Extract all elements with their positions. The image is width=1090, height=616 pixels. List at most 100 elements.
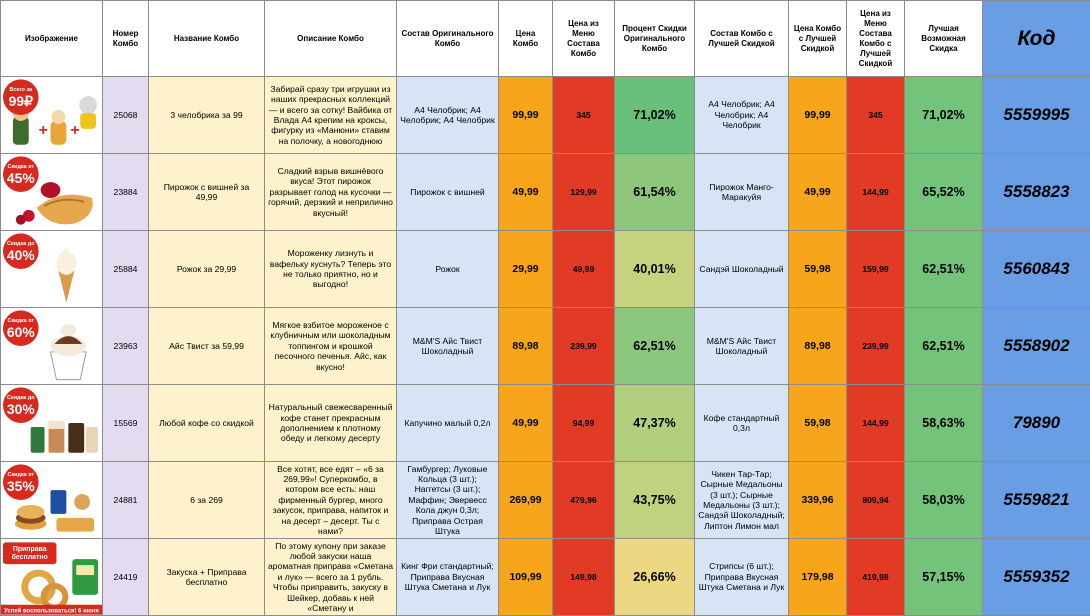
menu-price[interactable]: 49,99 <box>552 230 615 308</box>
best-menu-price[interactable]: 419,98 <box>846 538 905 616</box>
best-discount[interactable]: 65,52% <box>904 153 983 231</box>
best-price[interactable]: 59,98 <box>788 384 847 462</box>
combo-description[interactable]: Мороженку лизнуть и вафельку куснуть? Те… <box>264 230 397 308</box>
combo-image-cell[interactable]: Скидка от 45% <box>0 153 103 231</box>
menu-price[interactable]: 479,96 <box>552 461 615 539</box>
promo-code[interactable]: 5559995 <box>982 76 1090 154</box>
combo-number[interactable]: 24419 <box>102 538 149 616</box>
combo-number[interactable]: 15569 <box>102 384 149 462</box>
best-composition[interactable]: Чикен Тар-Тар; Сырные Медальоны (3 шт.);… <box>694 461 789 539</box>
best-discount[interactable]: 71,02% <box>904 76 983 154</box>
header-best-menu-price[interactable]: Цена из Меню Состава Комбо с Лучшей Скид… <box>846 0 905 77</box>
combo-image-cell[interactable]: Скидка от 35% <box>0 461 103 539</box>
menu-price[interactable]: 94,99 <box>552 384 615 462</box>
combo-name[interactable]: Любой кофе со скидкой <box>148 384 265 462</box>
promo-code[interactable]: 5559821 <box>982 461 1090 539</box>
discount-percent[interactable]: 62,51% <box>614 307 695 385</box>
combo-name[interactable]: Айс Твист за 59,99 <box>148 307 265 385</box>
menu-price[interactable]: 239,99 <box>552 307 615 385</box>
header-number[interactable]: Номер Комбо <box>102 0 149 77</box>
menu-price[interactable]: 149,98 <box>552 538 615 616</box>
best-composition[interactable]: Кофе стандартный 0,3л <box>694 384 789 462</box>
best-composition[interactable]: M&M'S Айс Твист Шоколадный <box>694 307 789 385</box>
combo-number[interactable]: 24881 <box>102 461 149 539</box>
header-description[interactable]: Описание Комбо <box>264 0 397 77</box>
menu-price[interactable]: 345 <box>552 76 615 154</box>
header-best-discount[interactable]: Лучшая Возможная Скидка <box>904 0 983 77</box>
combo-composition[interactable]: Гамбургер; Луковые Кольца (3 шт.); Нагге… <box>396 461 499 539</box>
discount-percent[interactable]: 71,02% <box>614 76 695 154</box>
combo-composition[interactable]: Кинг Фри стандартный; Приправа Вкусная Ш… <box>396 538 499 616</box>
promo-code[interactable]: 5558902 <box>982 307 1090 385</box>
combo-composition[interactable]: Рожок <box>396 230 499 308</box>
best-price[interactable]: 59,98 <box>788 230 847 308</box>
header-menu-price[interactable]: Цена из Меню Состава Комбо <box>552 0 615 77</box>
header-best-price[interactable]: Цена Комбо с Лучшей Скидкой <box>788 0 847 77</box>
combo-price[interactable]: 49,99 <box>498 384 553 462</box>
combo-price[interactable]: 109,99 <box>498 538 553 616</box>
combo-number[interactable]: 23884 <box>102 153 149 231</box>
best-menu-price[interactable]: 144,99 <box>846 153 905 231</box>
combo-description[interactable]: Натуральный свежесваренный кофе станет п… <box>264 384 397 462</box>
combo-composition[interactable]: Пирожок с вишней <box>396 153 499 231</box>
combo-composition[interactable]: Капучино малый 0,2л <box>396 384 499 462</box>
combo-composition[interactable]: M&M'S Айс Твист Шоколадный <box>396 307 499 385</box>
menu-price[interactable]: 129,99 <box>552 153 615 231</box>
best-composition[interactable]: А4 Челобрик; А4 Челобрик; А4 Челобрик <box>694 76 789 154</box>
header-discount[interactable]: Процент Скидки Оригинального Комбо <box>614 0 695 77</box>
best-discount[interactable]: 58,63% <box>904 384 983 462</box>
combo-description[interactable]: По этому купону при заказе любой закуски… <box>264 538 397 616</box>
combo-composition[interactable]: А4 Челобрик; А4 Челобрик; А4 Челобрик <box>396 76 499 154</box>
combo-price[interactable]: 29,99 <box>498 230 553 308</box>
combo-description[interactable]: Сладкий взрыв вишнёвого вкуса! Этот пиро… <box>264 153 397 231</box>
combo-number[interactable]: 25068 <box>102 76 149 154</box>
best-menu-price[interactable]: 345 <box>846 76 905 154</box>
combo-image-cell[interactable]: + + Всего за 99₽ <box>0 76 103 154</box>
best-discount[interactable]: 62,51% <box>904 230 983 308</box>
promo-code[interactable]: 5559352 <box>982 538 1090 616</box>
promo-code[interactable]: 79890 <box>982 384 1090 462</box>
best-discount[interactable]: 57,15% <box>904 538 983 616</box>
discount-percent[interactable]: 40,01% <box>614 230 695 308</box>
combo-image-cell[interactable]: Приправа бесплатно Успей воспользоваться! … <box>0 538 103 616</box>
header-image[interactable]: Изображение <box>0 0 103 77</box>
best-composition[interactable]: Стрипсы (6 шт.); Приправа Вкусная Штука … <box>694 538 789 616</box>
combo-description[interactable]: Забирай сразу три игрушки из наших прекр… <box>264 76 397 154</box>
header-code[interactable]: Код <box>982 0 1090 77</box>
best-price[interactable]: 89,98 <box>788 307 847 385</box>
combo-price[interactable]: 89,98 <box>498 307 553 385</box>
header-price[interactable]: Цена Комбо <box>498 0 553 77</box>
combo-name[interactable]: Пирожок с вишней за 49,99 <box>148 153 265 231</box>
combo-name[interactable]: 6 за 269 <box>148 461 265 539</box>
best-composition[interactable]: Пирожок Манго-Маракуйя <box>694 153 789 231</box>
combo-name[interactable]: Рожок за 29,99 <box>148 230 265 308</box>
best-menu-price[interactable]: 159,99 <box>846 230 905 308</box>
combo-price[interactable]: 269,99 <box>498 461 553 539</box>
combo-image-cell[interactable]: Скидка от 60% <box>0 307 103 385</box>
header-name[interactable]: Название Комбо <box>148 0 265 77</box>
best-discount[interactable]: 62,51% <box>904 307 983 385</box>
promo-code[interactable]: 5558823 <box>982 153 1090 231</box>
combo-name[interactable]: 3 челобрика за 99 <box>148 76 265 154</box>
discount-percent[interactable]: 61,54% <box>614 153 695 231</box>
combo-description[interactable]: Все хотят, все едят – «6 за 269,99»! Суп… <box>264 461 397 539</box>
combo-image-cell[interactable]: Скидка до 40% <box>0 230 103 308</box>
best-price[interactable]: 99,99 <box>788 76 847 154</box>
combo-number[interactable]: 25884 <box>102 230 149 308</box>
combo-description[interactable]: Мягкое взбитое мороженое с клубничным ил… <box>264 307 397 385</box>
best-price[interactable]: 339,96 <box>788 461 847 539</box>
discount-percent[interactable]: 26,66% <box>614 538 695 616</box>
combo-image-cell[interactable]: Скидка до 30% <box>0 384 103 462</box>
combo-name[interactable]: Закуска + Приправа бесплатно <box>148 538 265 616</box>
promo-code[interactable]: 5560843 <box>982 230 1090 308</box>
best-composition[interactable]: Сандэй Шоколадный <box>694 230 789 308</box>
discount-percent[interactable]: 43,75% <box>614 461 695 539</box>
best-menu-price[interactable]: 144,99 <box>846 384 905 462</box>
header-best-composition[interactable]: Состав Комбо с Лучшей Скидкой <box>694 0 789 77</box>
combo-price[interactable]: 49,99 <box>498 153 553 231</box>
best-price[interactable]: 49,99 <box>788 153 847 231</box>
combo-number[interactable]: 23963 <box>102 307 149 385</box>
combo-price[interactable]: 99,99 <box>498 76 553 154</box>
best-menu-price[interactable]: 809,94 <box>846 461 905 539</box>
discount-percent[interactable]: 47,37% <box>614 384 695 462</box>
